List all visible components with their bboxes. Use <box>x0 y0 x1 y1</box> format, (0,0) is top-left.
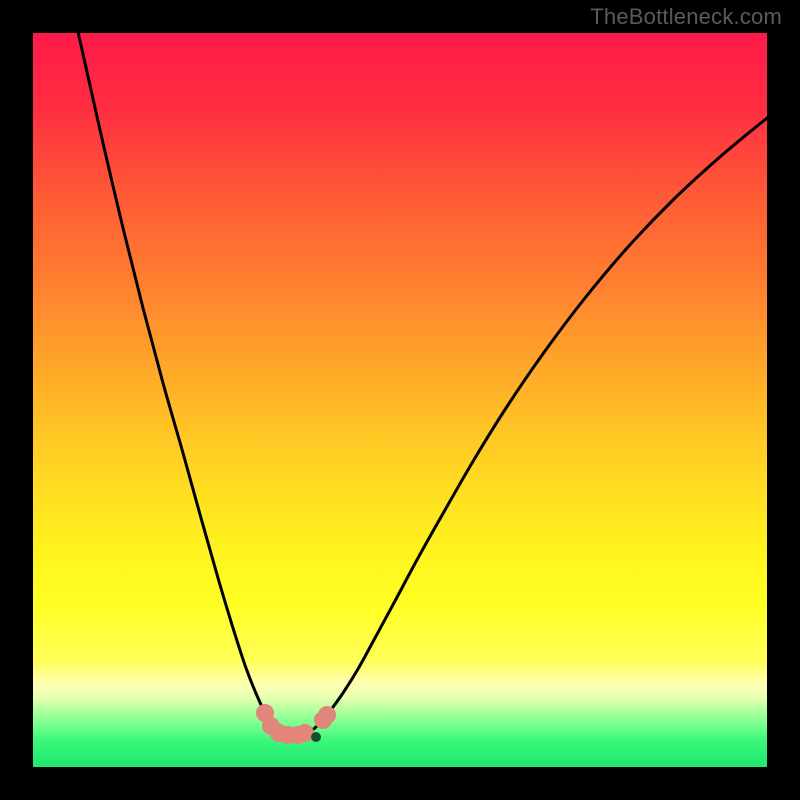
plot-area <box>33 33 767 767</box>
curve-min-marker <box>311 732 321 742</box>
curve-marker <box>318 706 336 724</box>
bottleneck-curve <box>33 33 767 767</box>
watermark-text: TheBottleneck.com <box>590 4 782 30</box>
